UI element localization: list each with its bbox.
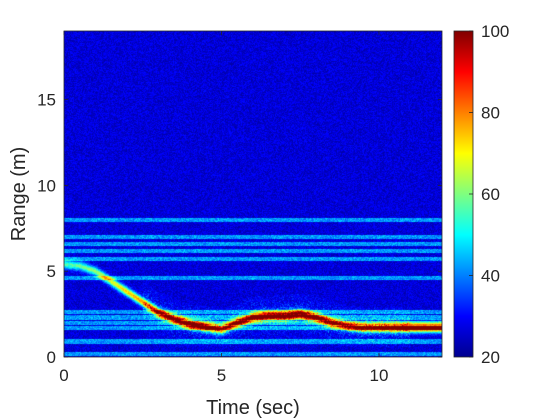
plot-frame bbox=[63, 30, 443, 358]
colorbar-tick-label: 40 bbox=[481, 267, 500, 286]
colorbar: 20 40 60 80 100 bbox=[453, 22, 509, 367]
x-tick-label: 5 bbox=[217, 366, 226, 385]
y-axis: 0 5 10 15 bbox=[37, 91, 442, 367]
y-axis-label: Range (m) bbox=[8, 147, 30, 241]
plot-area bbox=[63, 30, 443, 358]
y-tick-label: 10 bbox=[37, 176, 56, 195]
colorbar-ticks: 20 40 60 80 100 bbox=[469, 22, 509, 367]
colorbar-tick-label: 80 bbox=[481, 104, 500, 123]
y-tick-label: 15 bbox=[37, 91, 56, 110]
x-tick-label: 10 bbox=[370, 366, 389, 385]
colorbar-gradient bbox=[454, 31, 473, 357]
y-tick-label: 0 bbox=[47, 348, 56, 367]
x-axis: 0 5 10 bbox=[59, 31, 388, 385]
y-tick-label: 5 bbox=[47, 262, 56, 281]
x-axis-label: Time (sec) bbox=[206, 397, 300, 419]
colorbar-tick-label: 100 bbox=[481, 22, 509, 41]
colorbar-tick-label: 20 bbox=[481, 348, 500, 367]
colorbar-tick-label: 60 bbox=[481, 185, 500, 204]
x-tick-label: 0 bbox=[59, 366, 68, 385]
heatmap-image bbox=[64, 31, 442, 357]
